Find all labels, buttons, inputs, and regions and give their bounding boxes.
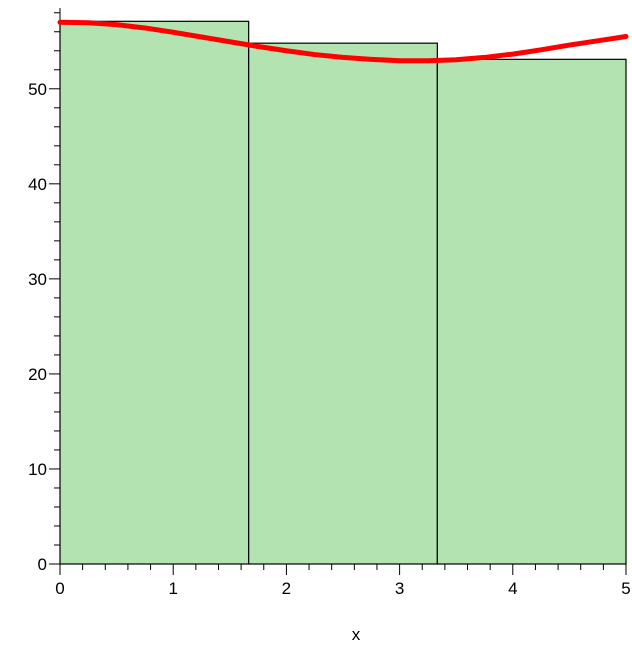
y-tick-label: 50 — [28, 80, 47, 99]
bar-2 — [248, 42, 438, 565]
x-tick-label: 2 — [282, 579, 291, 598]
y-tick-label: 10 — [28, 460, 47, 479]
y-tick-label: 30 — [28, 270, 47, 289]
x-tick-label: 5 — [621, 579, 630, 598]
bar-1 — [59, 20, 250, 565]
y-tick-label: 0 — [38, 555, 47, 574]
axes-group — [59, 8, 626, 565]
x-axis-title: x — [352, 625, 361, 644]
bar-3 — [436, 58, 627, 565]
x-tick-label: 1 — [168, 579, 177, 598]
x-tick-label: 4 — [508, 579, 517, 598]
x-tick-label: 3 — [395, 579, 404, 598]
function-curve — [57, 19, 629, 64]
y-tick-label: 40 — [28, 175, 47, 194]
x-tick-label: 0 — [55, 579, 64, 598]
y-tick-label: 20 — [28, 365, 47, 384]
bars-group — [59, 20, 627, 565]
